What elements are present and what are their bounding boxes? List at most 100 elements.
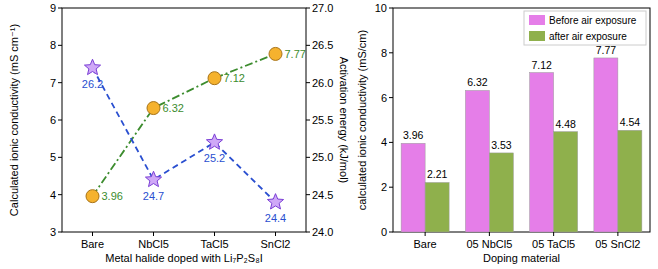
star-marker <box>206 134 222 149</box>
legend: Before air exposure after air exposure <box>524 11 646 45</box>
x-tick-label: Bare <box>81 238 104 250</box>
bar <box>594 58 618 232</box>
series-line <box>93 68 276 202</box>
x-tick <box>153 232 154 236</box>
x-tick-label: SnCl2 <box>261 238 291 250</box>
y2-axis-title: Activation energy (kJ/mol) <box>338 57 350 184</box>
plot-area <box>401 58 642 232</box>
data-label: 2.21 <box>427 168 448 180</box>
y-tick <box>306 45 310 46</box>
y-tick-label: 6 <box>381 92 387 104</box>
y-tick-label: 4 <box>50 189 56 201</box>
x-tick-label: 05 SnCl2 <box>595 238 640 250</box>
data-label: 3.96 <box>403 129 424 141</box>
star-marker <box>267 194 283 209</box>
circle-marker <box>208 72 221 85</box>
y-tick-label: 7 <box>50 77 56 89</box>
figure: 345678924.024.525.025.526.026.527.0BareN… <box>0 0 658 269</box>
bar <box>425 182 449 232</box>
y-tick-label: 8 <box>50 39 56 51</box>
data-labels: 3.966.327.127.772.213.534.484.54 <box>403 44 640 181</box>
y-tick <box>58 157 62 158</box>
y-tick-label: 26.5 <box>312 39 333 51</box>
y-tick <box>306 8 310 9</box>
plot-frame <box>62 8 306 232</box>
x-tick <box>92 232 93 236</box>
data-label: 4.54 <box>620 116 641 128</box>
y-tick-label: 3 <box>50 226 56 238</box>
y-tick <box>306 194 310 195</box>
x-tick-label: Bare <box>414 238 437 250</box>
y-tick-label: 24.5 <box>312 189 333 201</box>
y-tick-label: 0 <box>381 226 387 238</box>
bar <box>465 90 489 232</box>
plot-area <box>84 47 283 209</box>
y-tick-label: 27.0 <box>312 2 333 14</box>
data-label: 6.32 <box>467 76 488 88</box>
x-tick <box>214 232 215 236</box>
bar <box>618 130 642 232</box>
legend-box <box>524 11 646 45</box>
data-label: 6.32 <box>163 102 184 114</box>
data-label: 4.48 <box>555 118 576 130</box>
y-tick <box>58 120 62 121</box>
y-tick <box>58 82 62 83</box>
data-labels: 3.96 6.32 7.12 7.77 26.2 24.7 25.2 24.4 <box>82 48 306 224</box>
y-tick <box>58 8 62 9</box>
bar-chart: 0 2 4 6 8 10 Bare 05 NbCl5 05 TaCl5 05 SnCl2 calcu… <box>356 2 650 264</box>
data-label: 3.53 <box>491 139 512 151</box>
y-tick <box>306 82 310 83</box>
y-tick <box>58 45 62 46</box>
data-label: 3.96 <box>102 190 123 202</box>
y-tick-label: 6 <box>50 114 56 126</box>
y-tick <box>306 232 310 233</box>
x-axis-title: Doping material <box>483 252 560 264</box>
x-tick <box>425 232 426 236</box>
data-label: 24.7 <box>143 190 164 202</box>
y-axis-title: calculated ionic conductivity (mS/cm) <box>356 30 368 210</box>
x-tick <box>275 232 276 236</box>
star-marker <box>145 171 161 186</box>
y-tick <box>389 52 393 53</box>
x-tick <box>553 232 554 236</box>
y-tick-label: 10 <box>375 2 387 14</box>
y-tick-label: 2 <box>381 181 387 193</box>
bar <box>530 73 554 232</box>
x-tick <box>617 232 618 236</box>
y-tick <box>389 8 393 9</box>
x-tick <box>489 232 490 236</box>
y-tick-label: 4 <box>381 136 387 148</box>
x-tick-label: 05 TaCl5 <box>532 238 575 250</box>
y-tick <box>58 194 62 195</box>
plot-frame <box>393 8 650 232</box>
y-tick <box>306 157 310 158</box>
y-tick <box>389 232 393 233</box>
legend-swatch <box>529 15 545 25</box>
bar <box>401 143 425 232</box>
data-label: 25.2 <box>204 152 225 164</box>
star-marker <box>84 59 100 74</box>
y-tick-label: 26.0 <box>312 77 333 89</box>
bar <box>554 132 578 232</box>
x-tick-label: 05 NbCl5 <box>466 238 512 250</box>
y-axis-title: Calculated ionic conductivity (mS cm⁻¹) <box>8 24 20 216</box>
data-label: 24.4 <box>265 212 286 224</box>
data-label: 7.77 <box>596 44 617 56</box>
x-axis-title: Metal halide doped with Li₇P₂S₈I <box>105 252 263 264</box>
data-label: 7.77 <box>285 48 306 60</box>
y-tick <box>389 142 393 143</box>
y-tick-label: 24.0 <box>312 226 333 238</box>
circle-marker <box>86 190 99 203</box>
legend-label: Before air exposure <box>549 15 637 26</box>
y-tick-label: 25.0 <box>312 151 333 163</box>
circle-marker <box>147 102 160 115</box>
data-label: 7.12 <box>224 72 245 84</box>
data-label: 26.2 <box>82 78 103 90</box>
y-tick-label: 25.5 <box>312 114 333 126</box>
legend-swatch <box>529 31 545 41</box>
legend-label: after air exposure <box>549 31 627 42</box>
y-tick-label: 8 <box>381 47 387 59</box>
y-tick-label: 9 <box>50 2 56 14</box>
bar <box>489 153 513 232</box>
y-tick <box>58 232 62 233</box>
